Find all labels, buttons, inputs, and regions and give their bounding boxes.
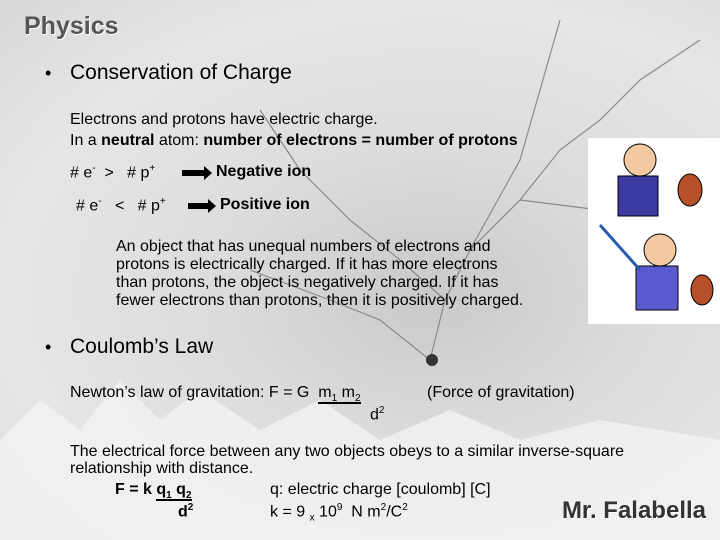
text: > [104,164,114,182]
text: - [92,163,96,174]
text-line: The electrical force between any two obj… [70,443,625,460]
numerator: q1 q2 [156,481,192,502]
bullet-heading: Coulomb’s Law [70,335,214,358]
text: + [149,163,156,174]
definition: k = 9 x 109 N m2/C2 [270,502,408,524]
text: 10 [319,503,337,521]
text: # e [70,164,93,182]
text: # p [127,164,150,182]
bullet-dot: • [45,63,52,83]
text: < [114,197,125,215]
denominator: d2 [370,405,384,424]
text: 2 [380,502,387,513]
text: d [370,406,379,424]
denominator: d2 [178,502,193,521]
text: m [341,384,355,401]
text: x [309,512,315,524]
arrow-icons [182,166,216,213]
cartoon [588,138,720,324]
footer: Mr. Falabella [561,497,706,524]
text: m [318,384,332,401]
text: 1 [331,393,338,405]
text: q [176,481,186,498]
text: number of electrons = number of protons [203,132,518,149]
text: /C [386,503,403,521]
text: 2 [187,502,194,513]
text: neutral [101,132,155,149]
text: d [178,503,188,521]
text: 2 [402,502,408,513]
paragraph-line: fewer electrons than protons, then it is… [116,292,524,309]
text: # p [137,197,160,215]
ion-result: Positive ion [220,196,310,213]
text: + [159,196,166,207]
text: In a [70,132,102,149]
text-line: In a neutral atom: number of electrons =… [70,132,518,150]
text: 2 [378,405,385,416]
definition: q: electric charge [coulomb] [C] [270,481,491,498]
text: 2 [354,393,361,405]
text: - [98,196,102,207]
paragraph-line: protons is electrically charged. If it h… [116,256,498,273]
text: N m [351,503,381,521]
slide-title: Physics [24,12,119,40]
paragraph-line: An object that has unequal numbers of el… [116,238,491,255]
text: 9 [336,502,343,513]
text: 1 [166,490,172,502]
note: (Force of gravitation) [427,384,575,401]
text: 2 [185,490,192,502]
bullet-dot: • [45,337,52,357]
text-line: relationship with distance. [70,460,254,477]
text: atom: [154,132,204,149]
text-line: Electrons and protons have electric char… [70,111,378,128]
text: F = k [115,481,152,498]
formula: F = k q1 q2 [115,481,192,501]
text: Newton’s law of gravitation: F = G [70,384,310,401]
numerator: m1 m2 [318,384,361,405]
ion-result: Negative ion [216,163,312,180]
bullet-heading: Conservation of Charge [70,61,292,84]
formula: Newton’s law of gravitation: F = G m1 m2 [70,384,361,404]
ion-rule: # e- > # p+ [70,163,155,182]
ion-rule: # e- < # p+ [76,196,166,215]
text: k = 9 [270,503,306,521]
text: q [156,481,167,498]
paragraph-line: than protons, the object is negatively c… [116,274,499,291]
text: # e [76,197,99,215]
